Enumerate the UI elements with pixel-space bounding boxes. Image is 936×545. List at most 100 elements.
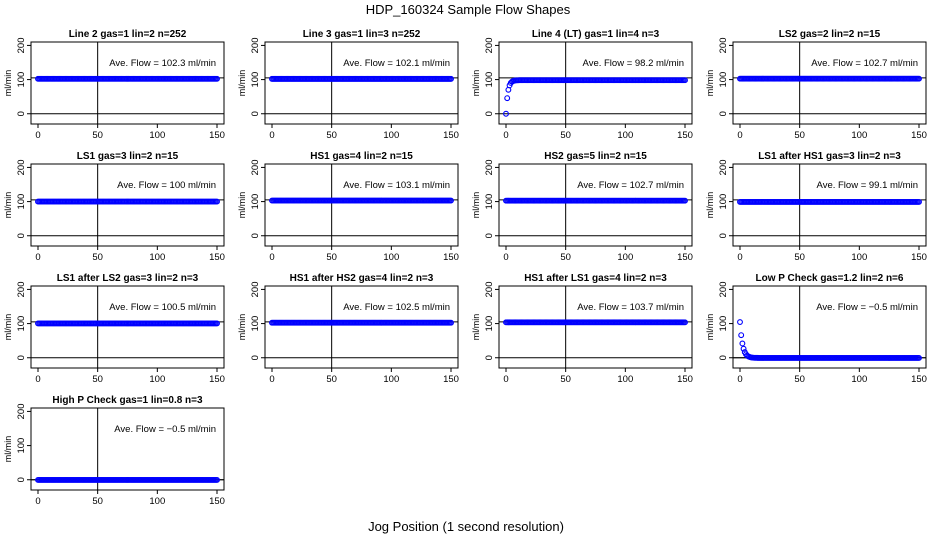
- x-tick-label: 50: [326, 130, 337, 141]
- x-tick-label: 50: [326, 252, 337, 263]
- panel-10: HS1 after HS2 gas=4 lin=2 n=3 0 50 100 150 0 1…: [237, 273, 459, 385]
- x-tick-label: 100: [149, 252, 165, 263]
- panel-title: Low P Check gas=1.2 lin=2 n=6: [756, 273, 904, 284]
- x-tick-label: 50: [794, 374, 805, 385]
- y-axis-label: ml/min: [3, 192, 13, 219]
- x-tick-label: 0: [503, 374, 508, 385]
- flow-annotation: Ave. Flow = 102.3 ml/min: [109, 58, 216, 69]
- x-tick-label: 0: [503, 252, 508, 263]
- y-axis-label: ml/min: [705, 314, 715, 341]
- panel-2: Line 3 gas=1 lin=3 n=252 0 50 100 150 0 100 200…: [237, 29, 459, 141]
- y-axis-label: ml/min: [3, 70, 13, 97]
- y-tick-label: 0: [718, 111, 729, 116]
- x-tick-label: 0: [269, 252, 274, 263]
- data-point: [214, 198, 220, 205]
- x-tick-label: 0: [35, 374, 40, 385]
- y-tick-label: 100: [16, 194, 27, 210]
- y-tick-label: 100: [250, 194, 261, 210]
- panel-1: Line 2 gas=1 lin=2 n=252 0 50 100 150 0 100 200…: [3, 29, 225, 141]
- x-tick-label: 100: [383, 130, 399, 141]
- x-tick-label: 150: [677, 130, 693, 141]
- panel-title: LS2 gas=2 lin=2 n=15: [779, 29, 881, 40]
- x-tick-label: 0: [269, 130, 274, 141]
- y-tick-label: 200: [484, 159, 495, 175]
- flow-annotation: Ave. Flow = 98.2 ml/min: [583, 58, 684, 69]
- y-tick-label: 0: [16, 355, 27, 360]
- panel-8: LS1 after HS1 gas=3 lin=2 n=3 0 50 100 150 0 1…: [705, 151, 927, 263]
- data-point: [448, 319, 454, 326]
- data-points: [269, 197, 454, 204]
- panel-title: High P Check gas=1 lin=0.8 n=3: [52, 395, 203, 406]
- flow-annotation: Ave. Flow = 103.7 ml/min: [577, 302, 684, 313]
- x-tick-label: 0: [269, 374, 274, 385]
- x-tick-label: 150: [911, 374, 927, 385]
- panel-title: LS1 after LS2 gas=3 lin=2 n=3: [57, 273, 199, 284]
- y-tick-label: 0: [484, 233, 495, 238]
- flow-annotation: Ave. Flow = 100.5 ml/min: [109, 302, 216, 313]
- x-tick-label: 150: [209, 252, 225, 263]
- y-axis-label: ml/min: [3, 314, 13, 341]
- plot-frame: [30, 407, 225, 491]
- data-points: [737, 75, 922, 82]
- panel-6: HS1 gas=4 lin=2 n=15 0 50 100 150 0 100 200 ml/m…: [237, 151, 459, 263]
- y-tick-label: 0: [16, 233, 27, 238]
- x-tick-label: 100: [617, 130, 633, 141]
- x-tick-label: 150: [677, 374, 693, 385]
- y-tick-label: 200: [16, 159, 27, 175]
- x-tick-label: 100: [851, 374, 867, 385]
- x-tick-label: 50: [560, 252, 571, 263]
- data-point: [739, 340, 746, 347]
- plot-frame: [498, 163, 693, 247]
- x-tick-label: 100: [617, 374, 633, 385]
- x-tick-label: 50: [92, 374, 103, 385]
- y-tick-label: 100: [718, 72, 729, 88]
- data-points: [269, 75, 454, 82]
- plot-frame: [732, 41, 927, 125]
- plot-frame: [732, 163, 927, 247]
- plot-frame: [30, 285, 225, 369]
- x-tick-label: 150: [677, 252, 693, 263]
- y-axis-label: ml/min: [3, 436, 13, 463]
- x-tick-label: 0: [737, 130, 742, 141]
- panel-9: LS1 after LS2 gas=3 lin=2 n=3 0 50 100 150 0 1…: [3, 273, 225, 385]
- y-tick-label: 200: [718, 281, 729, 297]
- x-tick-label: 50: [326, 374, 337, 385]
- flow-annotation: Ave. Flow = 102.1 ml/min: [343, 58, 450, 69]
- data-point: [503, 110, 509, 117]
- data-point: [448, 197, 454, 204]
- panel-12: Low P Check gas=1.2 lin=2 n=6 0 50 100 150 0 1…: [705, 273, 927, 385]
- panel-title: Line 3 gas=1 lin=3 n=252: [303, 29, 421, 40]
- plot-frame: [30, 41, 225, 125]
- flow-annotation: Ave. Flow = 100 ml/min: [117, 180, 216, 191]
- data-points: [737, 319, 922, 361]
- data-point: [737, 319, 743, 325]
- x-tick-label: 0: [503, 130, 508, 141]
- flow-annotation: Ave. Flow = 102.7 ml/min: [811, 58, 918, 69]
- flow-annotation: Ave. Flow = 103.1 ml/min: [343, 180, 450, 191]
- flow-annotation: Ave. Flow = −0.5 ml/min: [114, 424, 216, 435]
- y-axis-label: ml/min: [237, 70, 247, 97]
- plot-frame: [264, 285, 459, 369]
- data-point: [682, 77, 688, 84]
- plot-frame: [732, 285, 927, 369]
- data-point: [214, 75, 220, 82]
- data-points: [35, 198, 220, 205]
- y-tick-label: 100: [718, 194, 729, 210]
- panel-title: HS1 after HS2 gas=4 lin=2 n=3: [290, 273, 434, 284]
- x-tick-label: 50: [92, 496, 103, 507]
- y-tick-label: 0: [718, 355, 729, 360]
- y-tick-label: 100: [16, 316, 27, 332]
- y-tick-label: 200: [16, 281, 27, 297]
- y-tick-label: 0: [484, 111, 495, 116]
- x-tick-label: 150: [209, 130, 225, 141]
- figure-title: HDP_160324 Sample Flow Shapes: [366, 2, 571, 17]
- data-point: [214, 476, 220, 483]
- y-axis-label: ml/min: [471, 314, 481, 341]
- data-points: [737, 198, 922, 205]
- data-point: [682, 319, 688, 326]
- y-tick-label: 100: [484, 72, 495, 88]
- y-tick-label: 100: [16, 72, 27, 88]
- panel-7: HS2 gas=5 lin=2 n=15 0 50 100 150 0 100 200 ml/m…: [471, 151, 693, 263]
